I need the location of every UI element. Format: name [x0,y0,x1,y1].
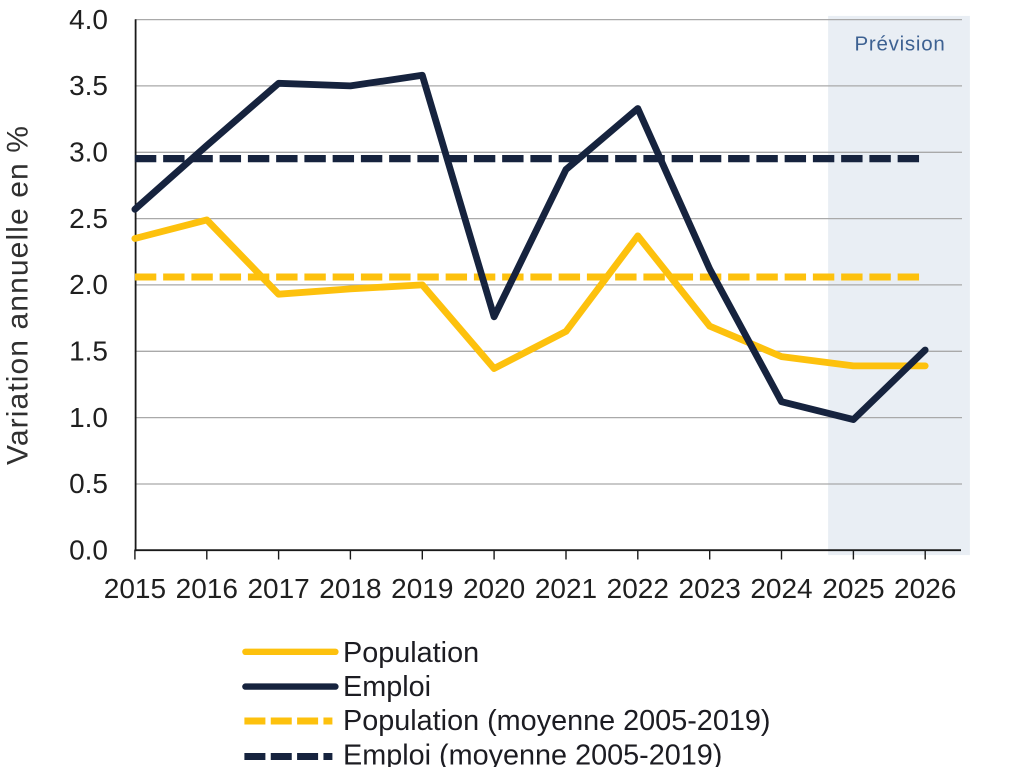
svg-text:Prévision: Prévision [854,32,945,55]
svg-text:1.0: 1.0 [69,402,108,433]
svg-text:4.0: 4.0 [69,4,108,35]
svg-text:2025: 2025 [822,573,884,604]
svg-text:0.0: 0.0 [69,535,108,566]
svg-text:3.0: 3.0 [69,137,108,168]
svg-text:2022: 2022 [607,573,669,604]
svg-text:2017: 2017 [247,573,309,604]
svg-text:2021: 2021 [535,573,597,604]
svg-text:2019: 2019 [391,573,453,604]
svg-text:1.5: 1.5 [69,336,108,367]
svg-text:2020: 2020 [463,573,525,604]
svg-text:3.5: 3.5 [69,70,108,101]
svg-text:2.0: 2.0 [69,269,108,300]
svg-text:Emploi (moyenne 2005-2019): Emploi (moyenne 2005-2019) [343,740,722,767]
svg-text:Variation annuelle en %: Variation annuelle en % [2,125,35,465]
svg-text:Population (moyenne 2005-2019): Population (moyenne 2005-2019) [343,705,770,737]
svg-text:2023: 2023 [679,573,741,604]
svg-text:0.5: 0.5 [69,468,108,499]
svg-text:2018: 2018 [319,573,381,604]
svg-text:2026: 2026 [894,573,956,604]
svg-text:2015: 2015 [104,573,166,604]
svg-text:2024: 2024 [750,573,812,604]
svg-text:Emploi: Emploi [343,671,431,703]
svg-text:2.5: 2.5 [69,203,108,234]
svg-text:2016: 2016 [176,573,238,604]
svg-text:Population: Population [343,637,479,669]
